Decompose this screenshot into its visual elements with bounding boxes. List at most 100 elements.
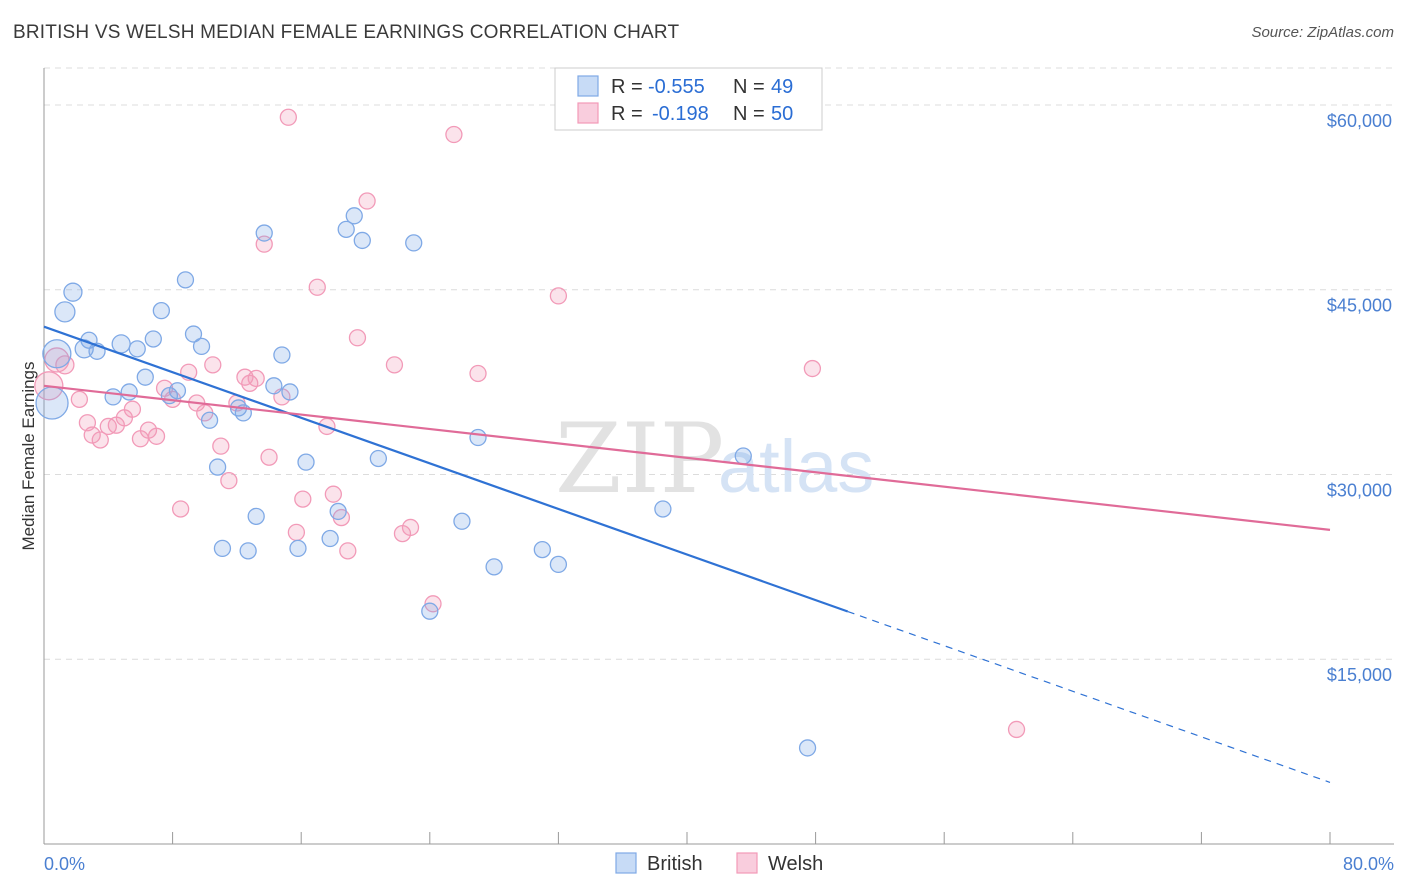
welsh-point: [147, 427, 166, 445]
legend-british-n-value: 49: [771, 76, 793, 98]
legend-welsh-r-value: -0.198: [652, 103, 709, 125]
british-point: [345, 207, 363, 225]
y-tick-label: $15,000: [1327, 665, 1392, 685]
welsh-point: [401, 518, 420, 537]
british-point: [321, 529, 339, 548]
welsh-point: [324, 485, 343, 503]
welsh-point: [308, 278, 326, 296]
legend-bottom-british-label: British: [647, 853, 703, 875]
british-trend-line-extension: [847, 610, 1331, 783]
british-point: [485, 558, 503, 576]
legend-welsh-swatch: [577, 102, 599, 124]
british-point: [63, 282, 83, 302]
x-tick-label-min: 0.0%: [44, 854, 85, 874]
legend-bottom-welsh-swatch: [736, 852, 758, 874]
british-point: [549, 555, 568, 574]
welsh-point: [549, 287, 568, 305]
british-point: [273, 346, 291, 364]
british-point: [144, 330, 162, 348]
british-point: [152, 302, 170, 320]
source-label: Source: ZipAtlas.com: [1251, 24, 1394, 41]
welsh-series: [34, 108, 1026, 739]
legend-welsh-r-label: R =: [611, 103, 643, 125]
legend-british-swatch: [577, 75, 599, 97]
welsh-point: [171, 500, 190, 518]
british-point: [247, 507, 265, 526]
y-tick-label: $30,000: [1327, 480, 1392, 500]
legend-british-n-label: N =: [733, 76, 765, 98]
legend-welsh-n-label: N =: [733, 103, 765, 125]
welsh-point: [385, 356, 404, 374]
welsh-point: [91, 431, 109, 449]
welsh-point: [294, 490, 312, 508]
welsh-point: [1007, 720, 1026, 739]
y-tick-labels: $15,000 $30,000 $45,000 $60,000: [1327, 111, 1392, 685]
british-point: [533, 540, 551, 559]
gridlines: [44, 67, 1394, 660]
x-tick-label-max: 80.0%: [1343, 854, 1394, 874]
y-tick-label: $60,000: [1327, 111, 1392, 131]
british-point: [255, 224, 273, 242]
british-point: [120, 383, 138, 401]
british-point: [798, 739, 817, 757]
welsh-point: [445, 125, 463, 144]
x-ticks: [43, 832, 1331, 844]
british-point: [128, 340, 146, 358]
british-point: [281, 383, 299, 401]
y-axis-title: Median Female Earnings: [19, 362, 38, 551]
legend-bottom-british-swatch: [615, 852, 637, 874]
welsh-point: [70, 390, 89, 408]
british-point: [289, 539, 307, 558]
welsh-point: [339, 542, 357, 560]
british-point: [200, 411, 219, 429]
trend-lines: [43, 325, 1331, 783]
welsh-point: [358, 192, 376, 210]
welsh-point: [260, 448, 278, 466]
british-point: [297, 453, 315, 471]
british-point: [337, 220, 355, 239]
british-point: [453, 512, 471, 530]
legend-bottom-welsh-label: Welsh: [768, 853, 823, 875]
british-point: [176, 271, 195, 289]
british-point: [654, 500, 672, 518]
british-point: [111, 334, 131, 354]
legend-british-r-label: R =: [611, 76, 643, 98]
british-trend-line: [43, 325, 849, 613]
welsh-point: [204, 356, 222, 374]
welsh-point: [287, 523, 306, 542]
legend-british-r-value: -0.555: [648, 76, 705, 98]
british-point: [239, 542, 257, 560]
welsh-point: [279, 108, 297, 126]
british-point: [136, 368, 154, 386]
british-point: [265, 377, 283, 395]
welsh-point: [803, 359, 822, 378]
british-point: [469, 428, 487, 447]
british-point: [192, 337, 211, 356]
y-tick-label: $45,000: [1327, 296, 1392, 316]
watermark-atlas: atlas: [718, 425, 874, 508]
british-point: [168, 382, 187, 400]
correlation-legend: R = -0.555 N = 49 R = -0.198 N = 50: [554, 67, 823, 131]
welsh-point: [348, 329, 367, 347]
welsh-point: [247, 369, 265, 388]
legend-welsh-n-value: 50: [771, 103, 793, 125]
welsh-point: [212, 437, 230, 455]
british-point: [208, 458, 227, 476]
british-point: [329, 502, 347, 521]
british-point: [42, 339, 72, 369]
series-legend: British Welsh: [615, 852, 823, 875]
british-point: [54, 301, 76, 323]
welsh-point: [469, 364, 487, 383]
british-point: [369, 449, 388, 468]
welsh-point: [220, 471, 238, 490]
british-point: [353, 231, 371, 250]
british-point: [184, 325, 203, 343]
chart-title: BRITISH VS WELSH MEDIAN FEMALE EARNINGS …: [13, 22, 680, 43]
british-point: [405, 234, 423, 252]
british-point: [35, 386, 69, 420]
british-point: [104, 388, 122, 406]
welsh-trend-line: [43, 384, 1331, 531]
british-point: [213, 539, 232, 558]
british-point: [421, 602, 439, 620]
